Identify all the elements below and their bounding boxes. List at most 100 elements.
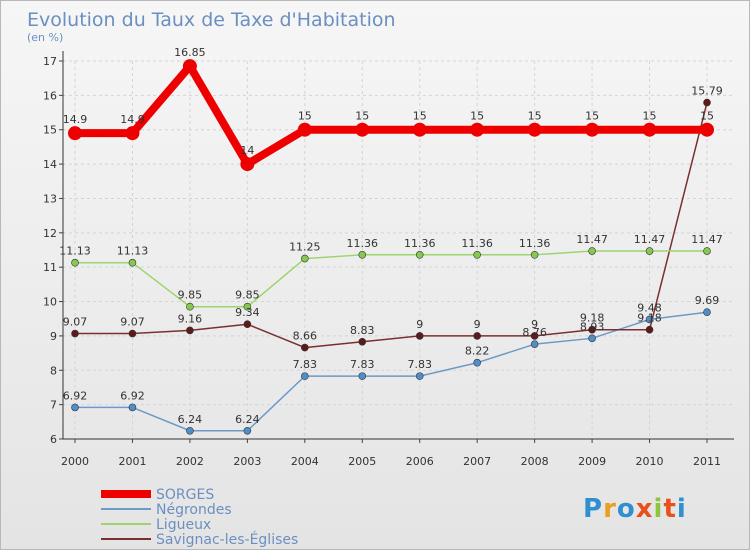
data-point-savignac-les-eglises (415, 332, 424, 340)
data-point-sorges (642, 122, 657, 137)
x-tick-label: 2009 (578, 455, 606, 468)
data-label-sorges: 14 (240, 144, 254, 157)
logo-text: Proxiti (583, 494, 687, 524)
data-label-ligueux: 11.36 (404, 237, 436, 250)
data-label-negrondes: 8.22 (465, 345, 490, 358)
x-tick-label: 2010 (636, 455, 664, 468)
data-label-sorges: 15 (413, 110, 427, 123)
data-point-savignac-les-eglises (71, 329, 79, 338)
data-point-sorges (182, 59, 197, 74)
data-point-sorges (240, 157, 255, 172)
data-point-negrondes (358, 372, 367, 380)
series-lines (75, 62, 708, 432)
data-label-negrondes: 6.24 (235, 413, 260, 426)
data-point-sorges (68, 126, 82, 141)
data-label-negrondes: 6.92 (120, 389, 145, 402)
data-point-sorges (700, 122, 714, 137)
series-line-sorges (75, 62, 707, 169)
y-tick-label: 17 (43, 55, 57, 68)
data-point-savignac-les-eglises (588, 325, 596, 334)
data-point-savignac-les-eglises (530, 332, 539, 340)
y-tick-label: 13 (43, 192, 57, 205)
grid-lines (63, 60, 734, 440)
data-label-sorges: 15 (585, 110, 599, 123)
series-points (68, 59, 714, 435)
data-label-savignac-les-eglises: 15.79 (691, 85, 723, 98)
series-line-ligueux (75, 250, 707, 308)
x-tick-label: 2000 (61, 455, 89, 468)
legend-label: Savignac-les-Églises (156, 531, 298, 548)
data-point-negrondes (243, 426, 252, 435)
data-label-ligueux: 11.36 (461, 237, 493, 250)
data-label-negrondes: 9.48 (637, 301, 662, 314)
data-label-ligueux: 11.36 (519, 237, 551, 250)
x-tick-label: 2001 (118, 455, 146, 468)
data-label-savignac-les-eglises: 8.83 (350, 324, 375, 337)
data-point-sorges (412, 122, 427, 137)
data-label-savignac-les-eglises: 9.34 (235, 306, 260, 319)
x-tick-label: 2003 (233, 455, 261, 468)
data-point-negrondes (415, 372, 424, 380)
data-point-savignac-les-eglises (703, 98, 711, 107)
data-label-ligueux: 11.47 (691, 233, 723, 246)
data-point-savignac-les-eglises (301, 343, 309, 352)
data-point-negrondes (301, 372, 309, 380)
legend: SORGESNégrondesLigueuxSavignac-les-Églis… (101, 487, 298, 548)
data-label-negrondes: 9.69 (695, 294, 720, 307)
data-label-savignac-les-eglises: 9.07 (63, 316, 88, 329)
data-label-negrondes: 6.24 (178, 413, 203, 426)
data-point-savignac-les-eglises (128, 329, 137, 338)
data-point-negrondes (645, 315, 654, 324)
data-point-sorges (585, 122, 600, 137)
data-point-ligueux (358, 251, 367, 259)
data-label-sorges: 15 (700, 110, 714, 123)
data-point-savignac-les-eglises (243, 320, 252, 329)
legend-label: Ligueux (156, 517, 211, 533)
data-label-ligueux: 11.47 (634, 233, 666, 246)
data-point-ligueux (588, 247, 596, 255)
chart-title: Evolution du Taux de Taxe d'Habitation (27, 9, 396, 31)
y-tick-label: 15 (43, 124, 57, 137)
proxiti-logo: Proxiti (583, 494, 687, 524)
y-tick-label: 11 (43, 261, 57, 274)
data-point-negrondes (186, 426, 194, 435)
data-label-negrondes: 8.76 (522, 326, 547, 339)
data-label-savignac-les-eglises: 9.16 (178, 312, 203, 325)
data-point-negrondes (473, 358, 481, 367)
series-line-negrondes (75, 311, 708, 432)
data-label-negrondes: 7.83 (293, 358, 318, 371)
data-label-sorges: 14.9 (120, 113, 145, 126)
data-point-negrondes (71, 403, 79, 412)
x-tick-label: 2005 (348, 455, 376, 468)
data-point-ligueux (415, 251, 424, 259)
x-tick-label: 2004 (291, 455, 319, 468)
x-tick-label: 2002 (176, 455, 204, 468)
data-label-ligueux: 11.13 (117, 245, 149, 258)
series-line-savignac-les-eglises (75, 102, 708, 349)
data-label-savignac-les-eglises: 9 (416, 318, 423, 331)
y-tick-label: 16 (43, 89, 57, 102)
data-label-ligueux: 11.36 (347, 237, 379, 250)
data-label-savignac-les-eglises: 9 (531, 318, 538, 331)
legend-label: SORGES (156, 487, 214, 503)
data-point-ligueux (645, 247, 654, 255)
data-point-savignac-les-eglises (645, 325, 654, 334)
data-labels: 6.92 6.92 6.24 6.24 7.83 7.83 7.83 8.22 8.76 8.93… (59, 46, 723, 426)
data-label-savignac-les-eglises: 9.18 (637, 312, 662, 325)
data-label-savignac-les-eglises: 9.18 (580, 312, 605, 325)
data-point-savignac-les-eglises (473, 332, 481, 340)
data-point-ligueux (530, 251, 539, 259)
data-point-sorges (125, 126, 140, 141)
data-label-sorges: 14.9 (63, 113, 88, 126)
data-point-ligueux (703, 247, 711, 255)
data-point-sorges (527, 122, 542, 137)
data-point-ligueux (128, 258, 137, 267)
chart-subtitle: (en %) (27, 31, 63, 44)
data-point-ligueux (71, 258, 79, 267)
data-label-negrondes: 6.92 (63, 389, 88, 402)
axes: 6 7 8 9 10 11 12 13 14 15 16 17 2000 2001 2002 2003 2004… (43, 51, 734, 468)
x-tick-label: 2008 (521, 455, 549, 468)
data-label-ligueux: 11.47 (576, 233, 608, 246)
